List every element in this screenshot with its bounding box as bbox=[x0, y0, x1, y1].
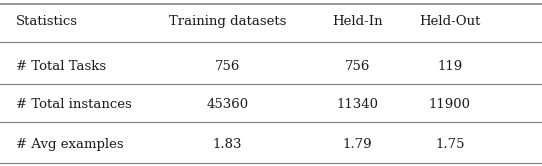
Text: # Total Tasks: # Total Tasks bbox=[16, 60, 106, 73]
Text: 119: 119 bbox=[437, 60, 462, 73]
Text: Training datasets: Training datasets bbox=[169, 15, 286, 28]
Text: 11900: 11900 bbox=[429, 98, 471, 111]
Text: 45360: 45360 bbox=[207, 98, 249, 111]
Text: 1.79: 1.79 bbox=[343, 138, 372, 151]
Text: Statistics: Statistics bbox=[16, 15, 78, 28]
Text: 756: 756 bbox=[345, 60, 370, 73]
Text: 756: 756 bbox=[215, 60, 240, 73]
Text: 11340: 11340 bbox=[337, 98, 379, 111]
Text: 1.75: 1.75 bbox=[435, 138, 464, 151]
Text: # Total instances: # Total instances bbox=[16, 98, 132, 111]
Text: 1.83: 1.83 bbox=[213, 138, 242, 151]
Text: Held-Out: Held-Out bbox=[419, 15, 481, 28]
Text: Held-In: Held-In bbox=[332, 15, 383, 28]
Text: # Avg examples: # Avg examples bbox=[16, 138, 124, 151]
